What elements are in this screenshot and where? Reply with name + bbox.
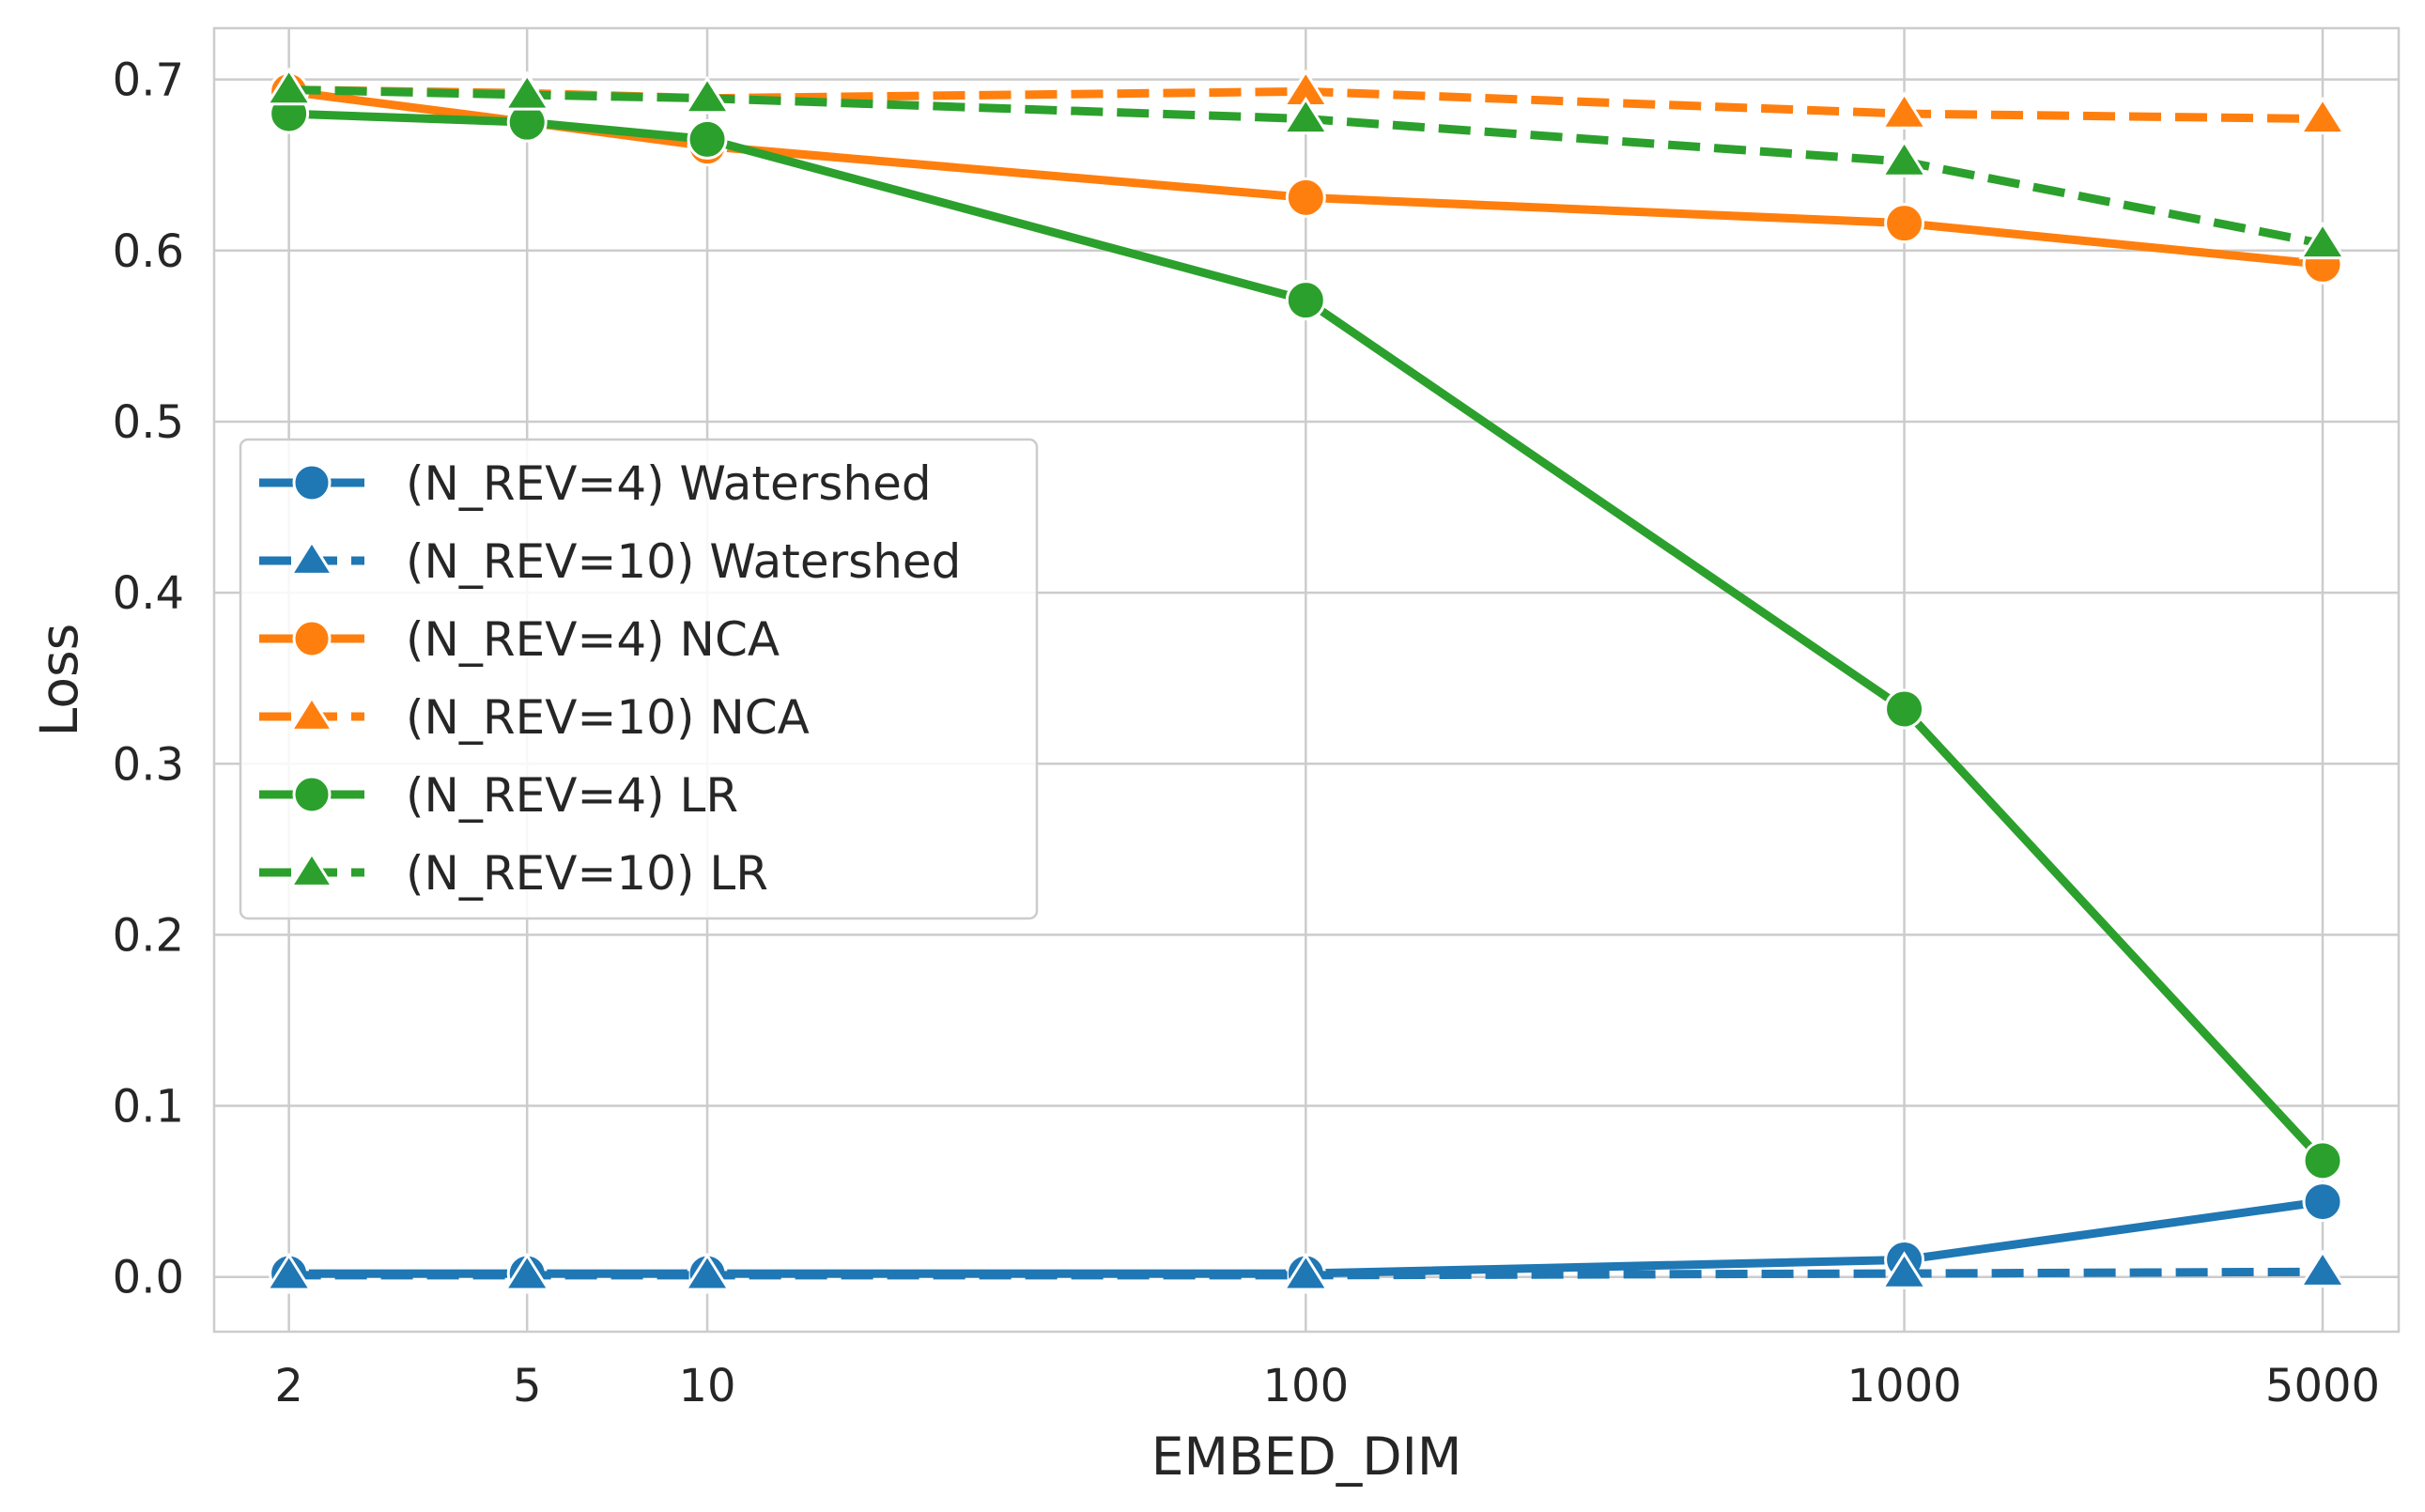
legend-marker xyxy=(288,539,335,576)
data-point-marker xyxy=(1884,203,1925,244)
legend-marker xyxy=(288,851,335,887)
data-point-marker xyxy=(1281,96,1330,135)
data-point-marker xyxy=(502,1253,551,1291)
y-tick-label: 0.3 xyxy=(113,738,184,791)
x-tick-label: 5000 xyxy=(2265,1360,2380,1412)
legend-label: (N_REV=10) NCA xyxy=(406,690,810,745)
legend-label: (N_REV=4) NCA xyxy=(406,612,780,667)
legend-label: (N_REV=10) LR xyxy=(406,846,768,901)
legend-label: (N_REV=4) Watershed xyxy=(406,456,932,511)
legend: (N_REV=4) Watershed (N_REV=10) Watershed (… xyxy=(239,438,1039,920)
data-point-marker xyxy=(2302,1140,2343,1181)
data-point-marker xyxy=(1285,177,1326,218)
y-tick-label: 0.4 xyxy=(113,567,184,620)
legend-label: (N_REV=10) Watershed xyxy=(406,534,961,589)
legend-box xyxy=(239,438,1039,920)
data-point-marker xyxy=(1880,1251,1928,1289)
data-point-marker xyxy=(1281,1253,1330,1291)
legend-entry-5: (N_REV=4) LR xyxy=(259,768,738,823)
data-point-marker xyxy=(2302,1181,2343,1223)
data-series xyxy=(265,67,2347,1294)
y-tick-label: 0.1 xyxy=(113,1081,184,1134)
series-line xyxy=(288,1267,2324,1280)
y-tick-label: 0.0 xyxy=(113,1252,184,1304)
data-point-marker xyxy=(687,118,728,160)
data-point-marker xyxy=(502,72,551,111)
data-point-marker xyxy=(265,1253,314,1291)
legend-entry-6: (N_REV=10) LR xyxy=(259,846,768,901)
x-tick-label: 5 xyxy=(513,1360,542,1412)
legend-marker xyxy=(292,619,332,658)
data-point-marker xyxy=(2298,1249,2347,1288)
data-point-marker xyxy=(1880,139,1928,177)
y-tick-label: 0.5 xyxy=(113,396,184,449)
legend-marker xyxy=(288,695,335,732)
legend-entry-1: (N_REV=4) Watershed xyxy=(259,456,932,511)
legend-entry-3: (N_REV=4) NCA xyxy=(259,612,780,667)
x-tick-label: 10 xyxy=(679,1360,736,1412)
data-point-marker xyxy=(1884,688,1925,730)
y-tick-label: 0.6 xyxy=(113,225,184,278)
legend-label: (N_REV=4) LR xyxy=(406,768,738,823)
series-line xyxy=(288,109,2326,1164)
series-6 xyxy=(265,67,2347,260)
data-point-marker xyxy=(2298,96,2347,135)
y-tick-label: 0.2 xyxy=(113,909,184,962)
data-point-marker xyxy=(1880,91,1928,130)
plot-area-frame xyxy=(212,26,2401,1334)
x-tick-label: 100 xyxy=(1262,1360,1349,1412)
x-axis-label: EMBED_DIM xyxy=(1151,1427,1462,1487)
legend-entry-2: (N_REV=10) Watershed xyxy=(259,534,961,589)
axis-ticks: 2 5 10 100 1000 5000 0.0 0.1 0.2 0.3 0.4 0.5 0.6 0.7 xyxy=(113,54,2380,1412)
y-axis-label: Loss xyxy=(29,624,89,737)
data-point-marker xyxy=(683,1253,732,1291)
x-tick-label: 1000 xyxy=(1846,1360,1961,1412)
data-point-marker xyxy=(265,67,314,106)
legend-entry-4: (N_REV=10) NCA xyxy=(259,690,810,745)
y-tick-label: 0.7 xyxy=(113,54,184,107)
legend-marker xyxy=(292,463,332,502)
series-2 xyxy=(265,1249,2347,1291)
legend-marker xyxy=(292,775,332,814)
series-line xyxy=(288,85,2324,248)
data-point-marker xyxy=(2298,221,2347,260)
x-tick-label: 2 xyxy=(274,1360,303,1412)
data-point-marker xyxy=(1285,280,1326,321)
data-point-marker xyxy=(683,75,732,115)
